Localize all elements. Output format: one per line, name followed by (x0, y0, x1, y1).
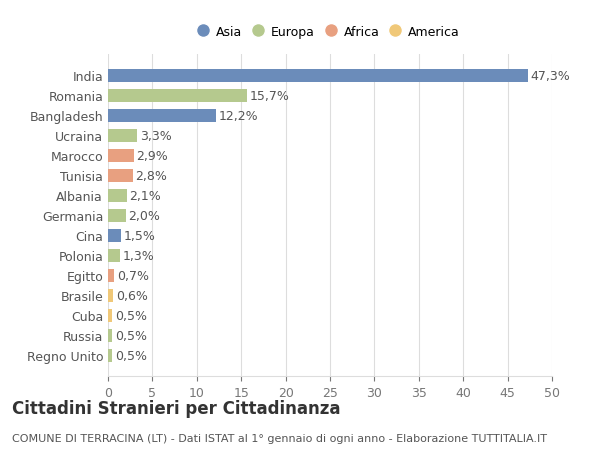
Text: 0,6%: 0,6% (116, 289, 148, 302)
Text: 0,5%: 0,5% (115, 349, 147, 362)
Text: 47,3%: 47,3% (530, 70, 571, 83)
Bar (108, 349, 112, 362)
Text: 1,5%: 1,5% (124, 229, 156, 242)
Legend: Asia, Europa, Africa, America: Asia, Europa, Africa, America (194, 20, 466, 45)
Bar (108, 289, 113, 302)
Bar (108, 249, 119, 262)
Bar (108, 90, 247, 102)
Text: COMUNE DI TERRACINA (LT) - Dati ISTAT al 1° gennaio di ogni anno - Elaborazione : COMUNE DI TERRACINA (LT) - Dati ISTAT al… (12, 433, 547, 442)
Bar (108, 329, 112, 342)
Bar (108, 189, 127, 202)
Bar (108, 70, 528, 83)
Text: 0,7%: 0,7% (117, 269, 149, 282)
Bar (108, 110, 217, 123)
Text: 2,9%: 2,9% (136, 150, 168, 162)
Text: 2,0%: 2,0% (128, 209, 160, 222)
Bar (108, 229, 121, 242)
Text: 12,2%: 12,2% (219, 110, 259, 123)
Text: 0,5%: 0,5% (115, 329, 147, 342)
Bar (108, 269, 114, 282)
Text: 2,1%: 2,1% (130, 189, 161, 202)
Text: 3,3%: 3,3% (140, 129, 172, 142)
Bar (108, 209, 126, 222)
Bar (108, 169, 133, 182)
Text: 0,5%: 0,5% (115, 309, 147, 322)
Text: 1,3%: 1,3% (122, 249, 154, 262)
Bar (108, 150, 134, 162)
Text: Cittadini Stranieri per Cittadinanza: Cittadini Stranieri per Cittadinanza (12, 399, 341, 417)
Text: 2,8%: 2,8% (136, 169, 167, 182)
Text: 15,7%: 15,7% (250, 90, 290, 103)
Bar (108, 309, 112, 322)
Bar (108, 129, 137, 142)
